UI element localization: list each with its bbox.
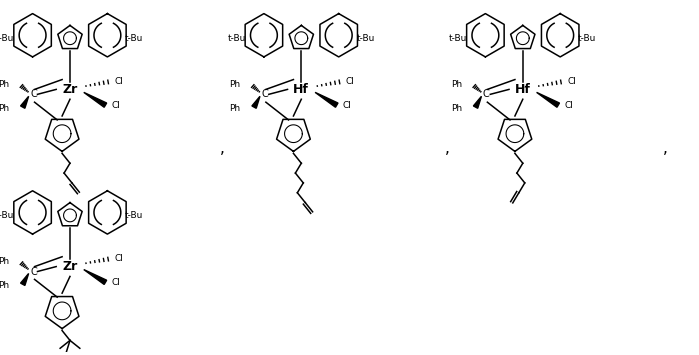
Text: t-Bu: t-Bu [0, 34, 15, 43]
Text: Ph: Ph [0, 104, 9, 113]
Polygon shape [315, 92, 338, 107]
Text: Cl: Cl [564, 101, 573, 110]
Text: t-Bu: t-Bu [449, 34, 468, 43]
Text: Ph: Ph [0, 281, 9, 290]
Polygon shape [537, 92, 559, 107]
Polygon shape [20, 96, 29, 108]
Text: ,: , [663, 141, 668, 156]
Text: Ph: Ph [451, 80, 462, 89]
Text: Cl: Cl [567, 77, 576, 86]
Text: Hf: Hf [515, 83, 531, 96]
Text: Zr: Zr [62, 83, 78, 96]
Text: t-Bu: t-Bu [125, 211, 143, 220]
Text: Cl: Cl [111, 101, 120, 110]
Text: t-Bu: t-Bu [356, 34, 375, 43]
Polygon shape [84, 269, 107, 284]
Text: Cl: Cl [111, 278, 120, 287]
Text: t-Bu: t-Bu [125, 34, 143, 43]
Text: C: C [483, 89, 490, 99]
Text: C: C [261, 89, 268, 99]
Text: Ph: Ph [229, 104, 240, 113]
Text: Ph: Ph [451, 104, 462, 113]
Text: Cl: Cl [114, 77, 123, 86]
Text: t-Bu: t-Bu [227, 34, 246, 43]
Text: ,: , [445, 141, 449, 156]
Text: t-Bu: t-Bu [0, 211, 15, 220]
Text: t-Bu: t-Bu [578, 34, 596, 43]
Text: Zr: Zr [62, 260, 78, 273]
Text: Cl: Cl [343, 101, 352, 110]
Text: Cl: Cl [114, 254, 123, 263]
Text: C: C [30, 267, 37, 277]
Text: Ph: Ph [0, 257, 9, 266]
Text: Ph: Ph [229, 80, 240, 89]
Polygon shape [473, 96, 482, 108]
Polygon shape [20, 273, 29, 285]
Text: C: C [30, 89, 37, 99]
Polygon shape [252, 96, 260, 108]
Text: ,: , [220, 141, 225, 156]
Polygon shape [84, 92, 107, 107]
Text: Cl: Cl [345, 77, 354, 86]
Text: Hf: Hf [294, 83, 309, 96]
Text: Ph: Ph [0, 80, 9, 89]
